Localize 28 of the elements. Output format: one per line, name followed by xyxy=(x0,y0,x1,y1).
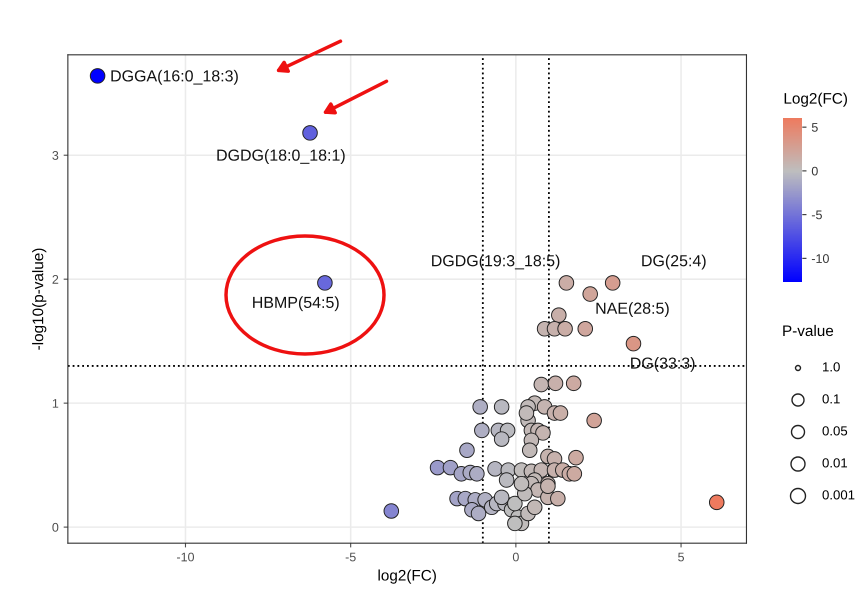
annotation: DGDG(18:0_18:1) xyxy=(217,149,345,164)
x-axis-title: log2(FC) xyxy=(378,569,436,584)
x-tick-label: -10 xyxy=(177,552,194,562)
y-tick-label: 0 xyxy=(52,522,58,532)
text: 0.001 xyxy=(822,490,854,500)
x-tick-label: -5 xyxy=(346,552,356,562)
color-bar-label: 0 xyxy=(812,166,818,176)
annotation: DGGA(16:0_18:3) xyxy=(111,70,238,85)
annotation: DG(33:3) xyxy=(631,357,694,372)
y-tick-label: 3 xyxy=(52,151,58,160)
text: 0.1 xyxy=(822,394,840,404)
x-tick-label: 0 xyxy=(512,552,519,562)
annotation: NAE(28:5) xyxy=(596,302,669,318)
text: 1.0 xyxy=(823,362,840,372)
annotation: DGDG(19:3_18:5) xyxy=(432,254,560,270)
y-tick-label: 2 xyxy=(52,274,58,284)
annotation: HBMP(54:5) xyxy=(253,296,339,312)
text: 0.01 xyxy=(822,458,848,468)
y-axis-title: -log10(p-value) xyxy=(32,248,46,350)
y-tick-label: 1 xyxy=(52,399,58,408)
color-bar-label: 5 xyxy=(812,123,818,132)
color-bar-label: -5 xyxy=(812,210,822,220)
annotation: DG(25:4) xyxy=(642,254,706,270)
x-tick-label: 5 xyxy=(678,552,684,562)
text: 0.05 xyxy=(822,426,848,436)
color-bar-title: Log2(FC) xyxy=(784,92,847,107)
legend-title: P-value xyxy=(783,324,834,336)
color-bar-label: -10 xyxy=(812,254,829,264)
